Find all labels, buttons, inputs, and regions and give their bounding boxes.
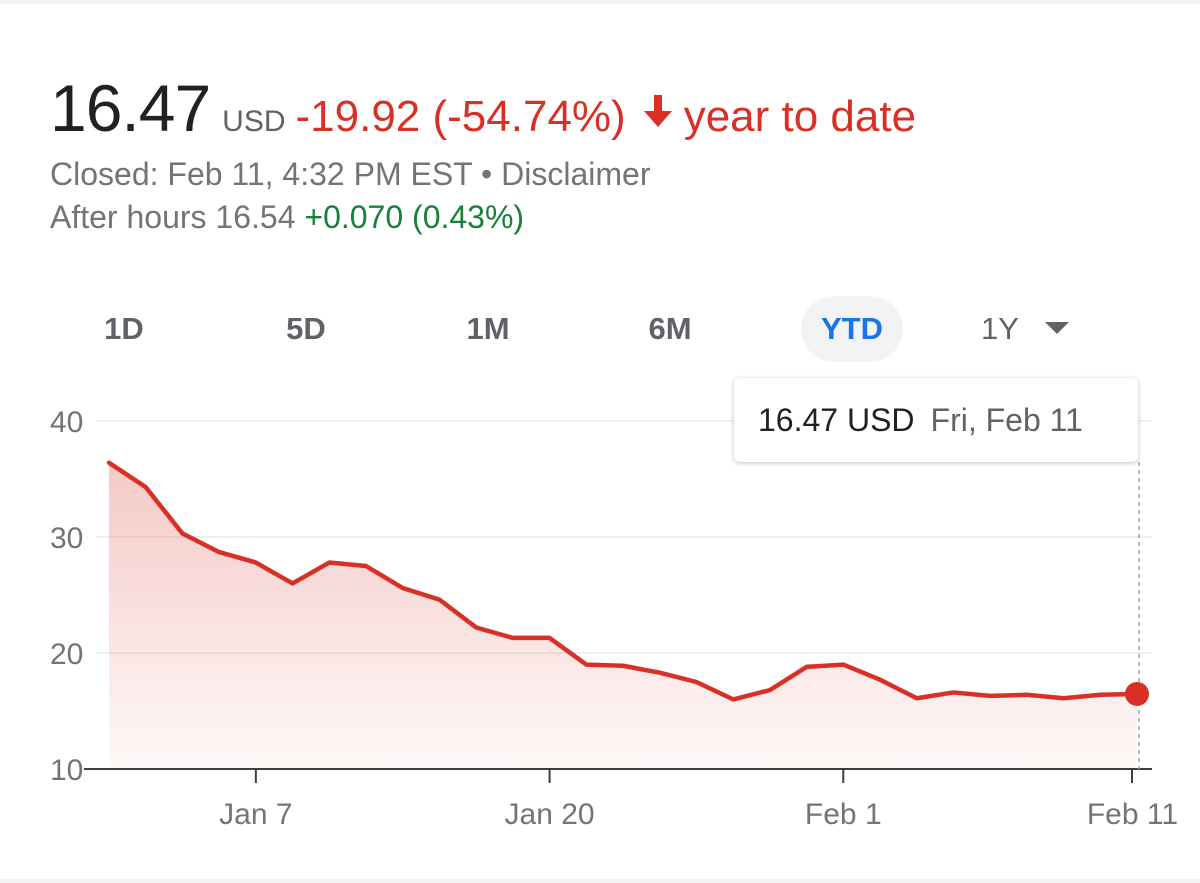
after-hours-change: +0.070 (0.43%) <box>304 199 525 235</box>
range-5d[interactable]: 5D <box>286 311 326 346</box>
last-point-marker <box>1125 681 1149 706</box>
x-tick-label: Jan 7 <box>219 798 292 831</box>
disclaimer-link[interactable]: Disclaimer <box>501 156 651 192</box>
chevron-down-icon <box>1044 321 1069 334</box>
y-tick-label: 20 <box>50 638 83 671</box>
market-status: Closed: Feb 11, 4:32 PM EST • Disclaimer <box>50 156 650 193</box>
x-tick-label: Jan 20 <box>505 798 595 831</box>
bottom-divider <box>0 879 1200 883</box>
price-area <box>109 462 1137 769</box>
top-divider <box>0 0 1200 4</box>
range-1d[interactable]: 1D <box>104 311 144 346</box>
range-ytd[interactable]: YTD <box>801 296 903 362</box>
price-line <box>106 460 1140 702</box>
change-period: year to date <box>683 92 917 141</box>
y-tick-label: 40 <box>50 406 83 439</box>
tooltip-value: 16.47 USD <box>758 402 915 438</box>
y-tick-label: 10 <box>50 754 83 787</box>
tooltip-date: Fri, Feb 11 <box>930 402 1083 438</box>
currency-code: USD <box>222 105 286 138</box>
x-tick-label: Feb 1 <box>805 798 882 831</box>
x-tick-label: Feb 11 <box>1087 798 1178 831</box>
range-6m[interactable]: 6M <box>648 311 692 346</box>
y-tick-label: 30 <box>50 522 83 555</box>
quote-header: 16.47 USD -19.92 (-54.74%) year to date <box>50 70 916 146</box>
range-selector: 1D 5D 1M 6M YTD 1Y <box>0 296 1200 362</box>
range-1m[interactable]: 1M <box>466 311 510 346</box>
arrow-down-icon <box>640 91 676 131</box>
after-hours-price: After hours 16.54 <box>50 199 296 235</box>
current-price: 16.47 <box>50 71 211 145</box>
range-1y-dropdown[interactable]: 1Y <box>960 296 1090 362</box>
closed-time: Closed: Feb 11, 4:32 PM EST <box>50 156 473 192</box>
separator-dot: • <box>472 156 502 192</box>
after-hours: After hours 16.54 +0.070 (0.43%) <box>50 199 524 236</box>
price-tooltip: 16.47 USD Fri, Feb 11 <box>734 378 1138 462</box>
price-change: -19.92 (-54.74%) <box>295 92 626 141</box>
range-1y-label: 1Y <box>981 311 1019 346</box>
